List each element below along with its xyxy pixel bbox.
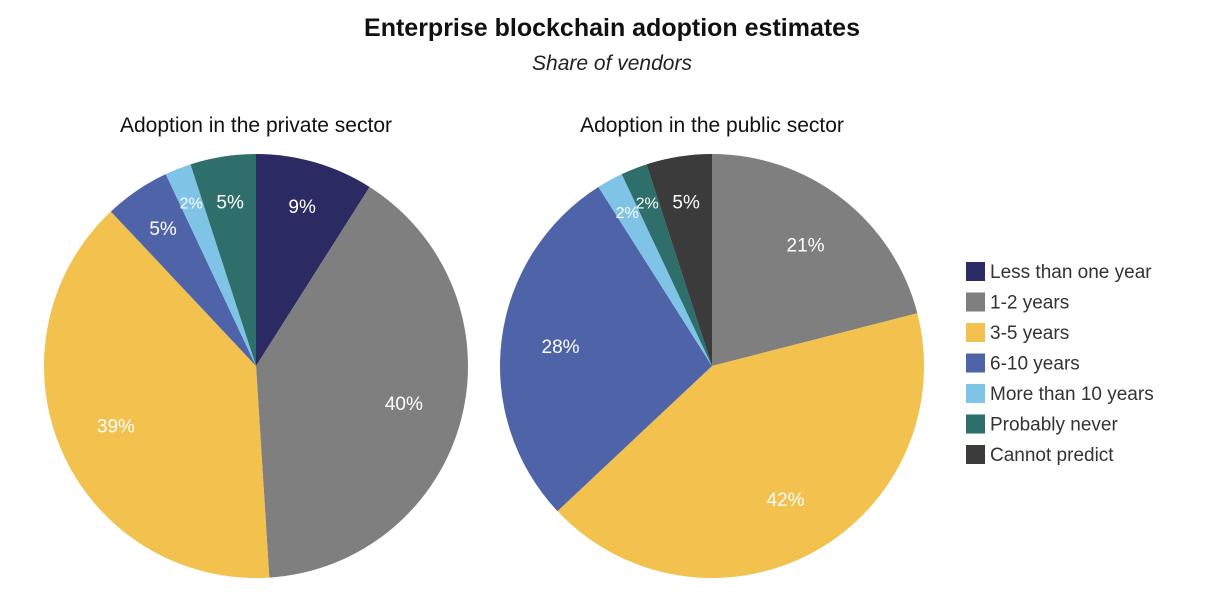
pie-slice-private-less-than-one-year bbox=[256, 154, 370, 366]
data-label-private-more-than-10-years: 2% bbox=[180, 195, 203, 212]
pie-slice-public-3-5-years bbox=[557, 313, 924, 578]
legend-item-more-than-10-years: More than 10 years bbox=[966, 384, 1154, 405]
legend-swatch-more-than-10-years bbox=[966, 384, 985, 403]
pie-slice-public-probably-never bbox=[621, 164, 712, 366]
legend-swatch-6-10-years bbox=[966, 353, 985, 373]
chart-subtitle: Share of vendors bbox=[532, 52, 692, 75]
data-label-public-3-5-years: 42% bbox=[767, 490, 805, 511]
pie-slice-public-1-2-years bbox=[712, 154, 918, 366]
legend-item-1-2-years: 1-2 years bbox=[966, 292, 1069, 314]
pie-title-public: Adoption in the public sector bbox=[580, 114, 844, 137]
legend-label-probably-never: Probably never bbox=[990, 415, 1118, 436]
pie-labels-private: 9%40%39%5%2% 5% bbox=[97, 193, 423, 438]
pie-slice-private-probably-never bbox=[190, 154, 256, 366]
pie-slice-public-more-than-10-years bbox=[598, 174, 712, 366]
legend-label-1-2-years: 1-2 years bbox=[990, 293, 1069, 314]
pie-slice-private-6-10-years bbox=[110, 174, 256, 366]
pie-labels-public: 21% 42% 28% 2%2% 5% bbox=[542, 193, 825, 511]
legend-swatch-less-than-one-year bbox=[966, 262, 985, 281]
data-label-private-3-5-years: 39% bbox=[97, 417, 135, 438]
pie-slice-public-6-10-years bbox=[500, 187, 712, 512]
legend-swatch-cannot-predict bbox=[966, 445, 985, 464]
pie-slice-private-more-than-10-years bbox=[165, 164, 256, 366]
data-label-public-probably-never: 2% bbox=[636, 195, 659, 212]
data-label-public-6-10-years: 28% bbox=[542, 337, 580, 358]
data-label-private-probably-never: 5% bbox=[216, 193, 244, 214]
pie-slice-private-1-2-years bbox=[256, 187, 469, 578]
pie-chart-private: Adoption in the private sector 9% 40% 39% 5… bbox=[44, 114, 469, 578]
data-label-private-6-10-years: 5% bbox=[149, 219, 177, 240]
legend-label-less-than-one-year: Less than one year bbox=[990, 262, 1152, 283]
pie-slice-private-3-5-years bbox=[44, 211, 270, 578]
chart-title: Enterprise blockchain adoption estimates bbox=[364, 14, 860, 42]
legend-label-more-than-10-years: More than 10 years bbox=[990, 384, 1154, 405]
legend: Less than one year 1-2 years 3-5 years 6-10… bbox=[966, 262, 1154, 466]
data-label-private-1-2-years: 40% bbox=[385, 394, 423, 415]
pie-chart-public: Adoption in the public sector 21%42%28%2… bbox=[500, 114, 924, 578]
data-label-public-cannot-predict: 5% bbox=[672, 193, 700, 214]
legend-item-cannot-predict: Cannot predict bbox=[966, 445, 1114, 466]
data-label-public-1-2-years: 21% bbox=[787, 235, 825, 256]
legend-swatch-probably-never bbox=[966, 414, 985, 434]
legend-item-probably-never: Probably never bbox=[966, 414, 1118, 436]
data-label-public-more-than-10-years: 2% bbox=[616, 205, 639, 222]
legend-item-less-than-one-year: Less than one year bbox=[966, 262, 1152, 283]
pie-title-private: Adoption in the private sector bbox=[120, 114, 392, 137]
legend-label-cannot-predict: Cannot predict bbox=[990, 445, 1114, 466]
legend-item-3-5-years: 3-5 years bbox=[966, 323, 1069, 344]
legend-swatch-3-5-years bbox=[966, 323, 985, 342]
pie-slice-public-cannot-predict bbox=[646, 154, 712, 366]
legend-label-6-10-years: 6-10 years bbox=[990, 354, 1080, 375]
legend-swatch-1-2-years bbox=[966, 292, 985, 312]
legend-label-3-5-years: 3-5 years bbox=[990, 323, 1069, 344]
data-label-private-less-than-one-year: 9% bbox=[288, 197, 316, 218]
legend-item-6-10-years: 6-10 years bbox=[966, 353, 1080, 375]
